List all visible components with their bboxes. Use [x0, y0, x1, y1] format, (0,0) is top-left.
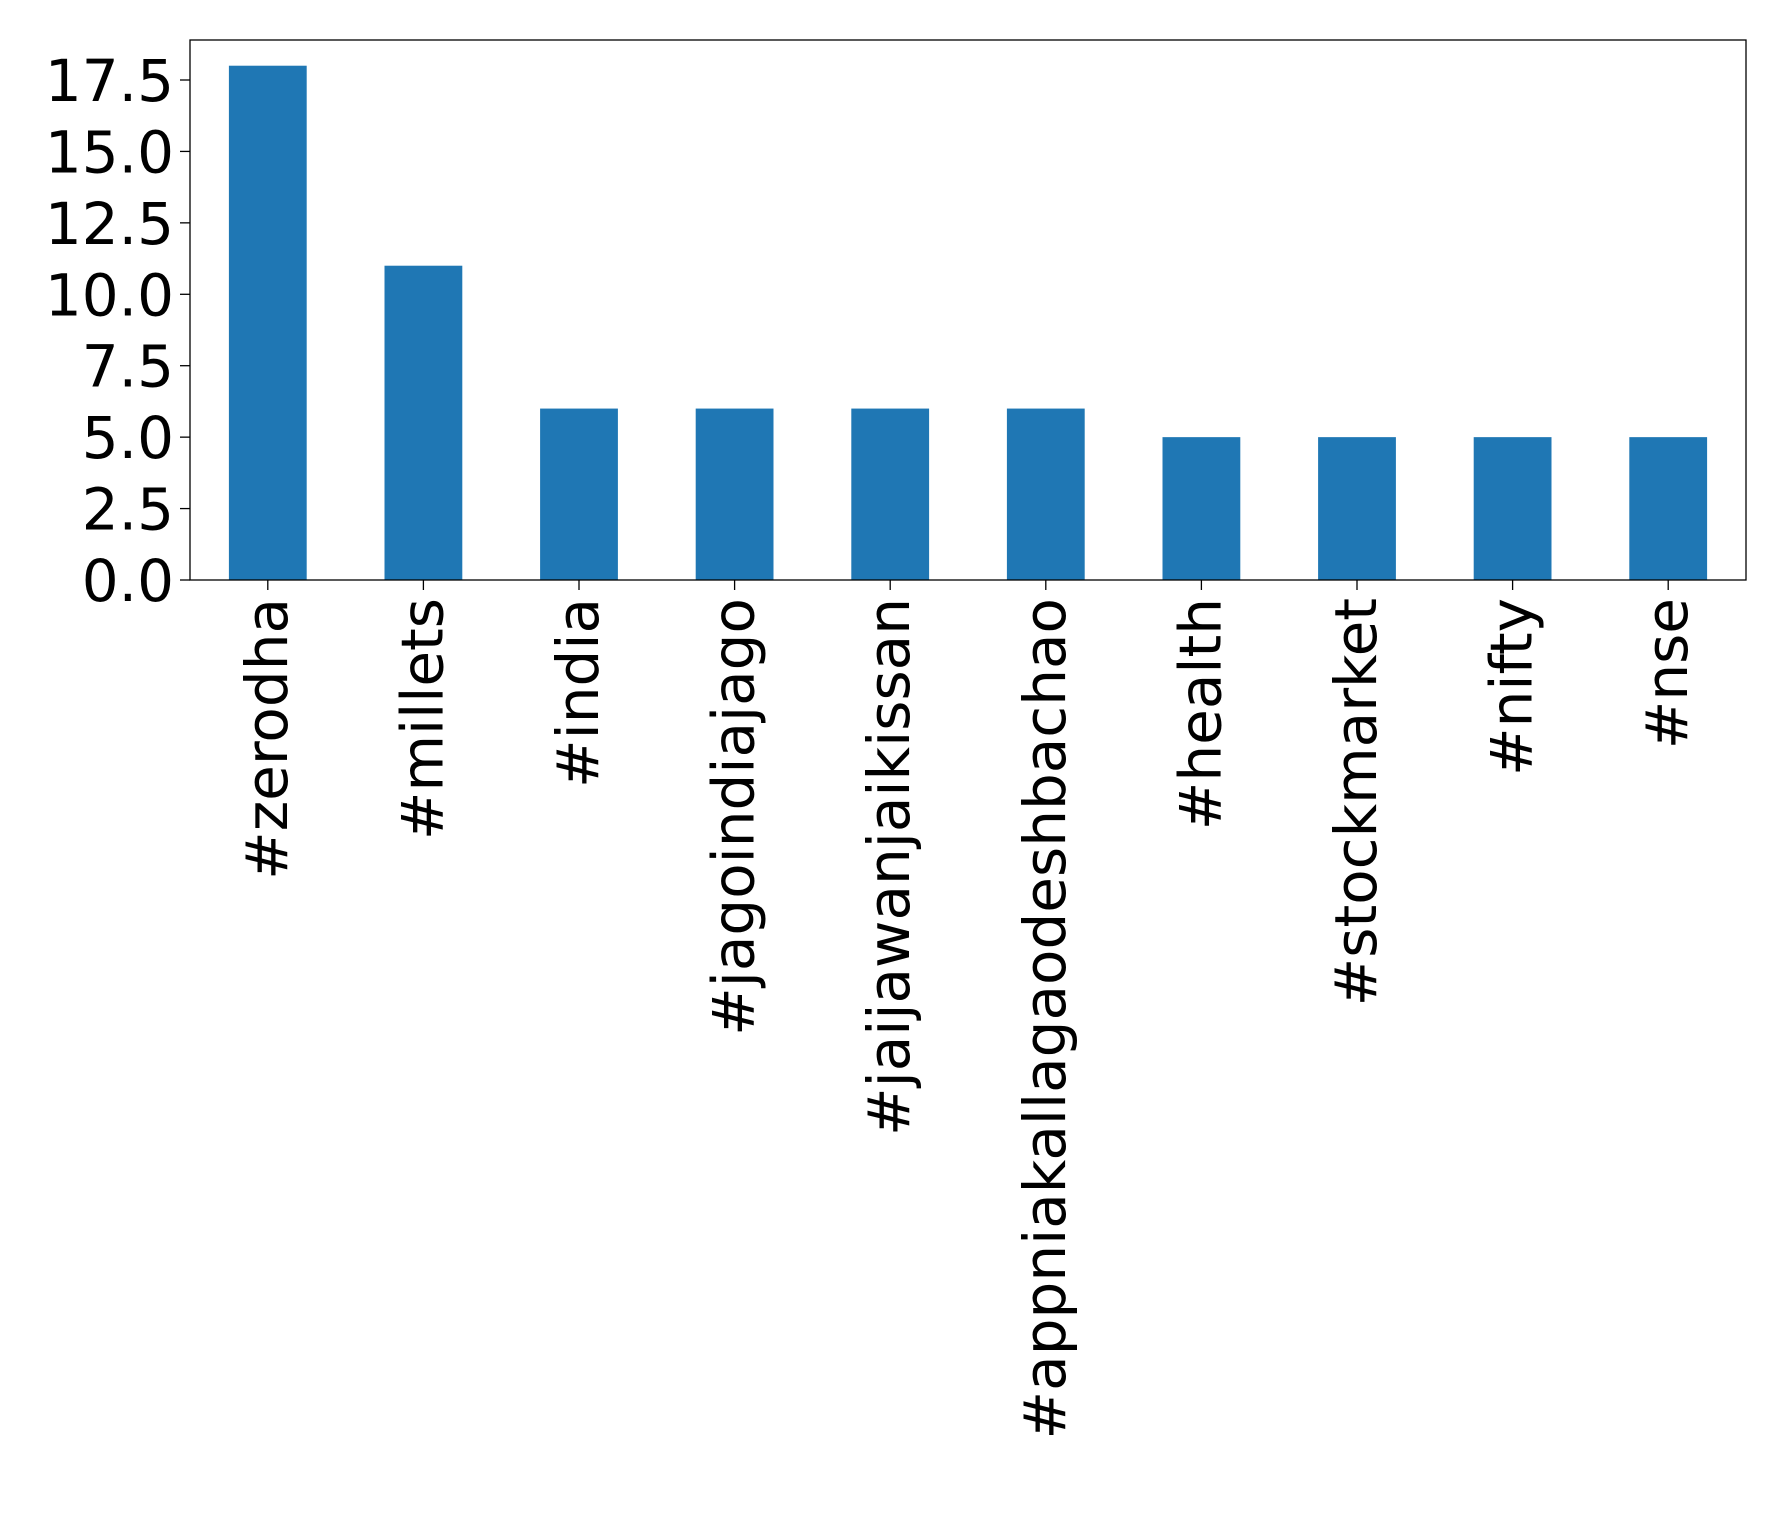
- bar-millets: [384, 265, 463, 580]
- bar-appniakallagaodeshbachao: [1006, 408, 1085, 580]
- x-tick-label-jaijawanjaikissan: #jaijawanjaikissan: [855, 598, 923, 1136]
- x-tick-label-zerodha: #zerodha: [233, 598, 301, 880]
- y-tick-label: 15.0: [45, 118, 174, 186]
- y-tick-label: 17.5: [45, 47, 174, 115]
- y-tick-label: 5.0: [82, 404, 174, 472]
- y-tick-label: 0.0: [82, 547, 174, 615]
- x-tick-label-nse: #nse: [1633, 598, 1701, 749]
- bar-health: [1162, 437, 1241, 580]
- x-axis: #zerodha #millets #india #jagoindiajago #jai…: [233, 580, 1701, 1439]
- x-tick-label-nifty: #nifty: [1478, 598, 1546, 776]
- x-tick-label-stockmarket: #stockmarket: [1322, 598, 1390, 1006]
- bar-jagoindiajago: [695, 408, 774, 580]
- bar-nifty: [1473, 437, 1552, 580]
- x-tick-label-millets: #millets: [388, 598, 456, 840]
- y-axis: 0.02.55.07.510.012.515.017.5: [45, 47, 190, 615]
- x-tick-label-india: #india: [544, 598, 612, 788]
- x-tick-label-health: #health: [1166, 598, 1234, 830]
- bar-zerodha: [228, 65, 307, 580]
- y-tick-label: 12.5: [45, 190, 174, 258]
- y-tick-label: 2.5: [82, 476, 174, 544]
- plot-frame: [189, 39, 1747, 581]
- bar-india: [540, 408, 618, 580]
- bar-jaijawanjaikissan: [851, 408, 930, 580]
- x-tick-label-jagoindiajago: #jagoindiajago: [700, 598, 768, 1036]
- y-tick-label: 10.0: [45, 261, 174, 329]
- bar-stockmarket: [1318, 437, 1396, 580]
- y-tick-label: 7.5: [82, 333, 174, 401]
- bars-layer: [228, 65, 1708, 580]
- x-tick-label-appniakallagaodeshbachao: #appniakallagaodeshbachao: [1011, 598, 1079, 1439]
- bar-nse: [1629, 437, 1708, 580]
